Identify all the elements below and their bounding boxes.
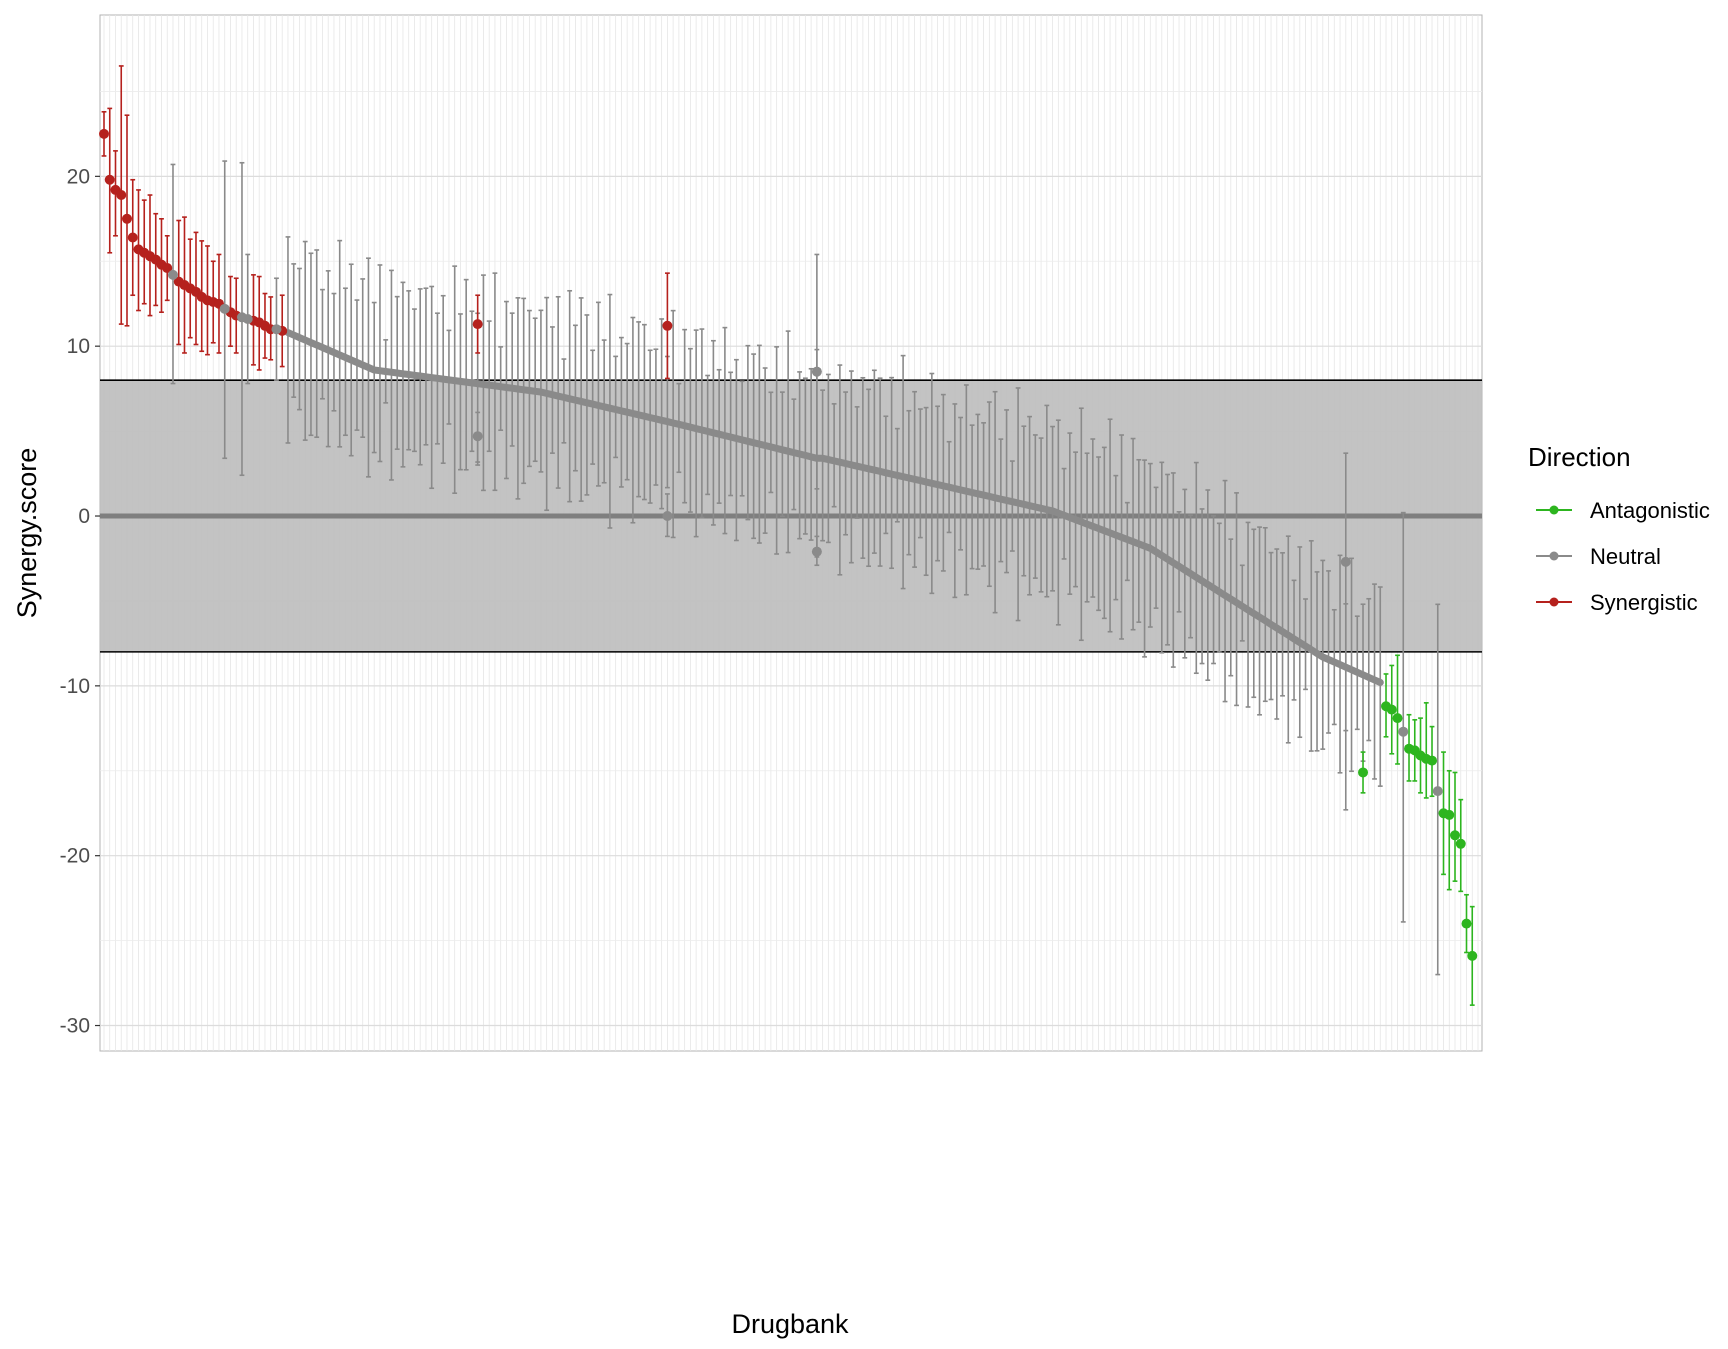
neutral-point [662, 511, 673, 522]
antagonistic-point [1386, 704, 1397, 715]
legend-key-point [1549, 551, 1559, 561]
synergistic-point [121, 213, 132, 224]
synergistic-point [99, 128, 109, 139]
y-tick-label: 10 [67, 335, 90, 358]
neutral-point [811, 366, 822, 377]
neutral-point [811, 546, 822, 557]
synergistic-point [162, 263, 173, 274]
y-tick-label: -30 [60, 1015, 90, 1038]
antagonistic-point [1358, 767, 1369, 778]
legend: Direction Antagonistic Neutral Synergistic [1528, 442, 1710, 615]
neutral-point [1432, 786, 1443, 797]
neutral-band-layer [100, 379, 1482, 653]
legend-label: Antagonistic [1590, 498, 1710, 523]
legend-entries: Antagonistic Neutral Synergistic [1536, 498, 1710, 615]
legend-key-point [1549, 597, 1559, 607]
antagonistic-point [1467, 950, 1478, 961]
legend-title: Direction [1528, 442, 1631, 472]
antagonistic-point [1461, 918, 1472, 929]
y-tick-label: 0 [78, 505, 90, 528]
legend-key-point [1549, 505, 1559, 515]
legend-label: Synergistic [1590, 590, 1698, 615]
neutral-point [271, 324, 282, 335]
neutral-trend-line [284, 329, 1384, 686]
neutral-point [472, 431, 483, 442]
neutral-point [242, 314, 253, 325]
antagonistic-point [1455, 838, 1466, 849]
point-layer [99, 128, 1478, 961]
antagonistic-point [1392, 713, 1403, 724]
y-tick-label: -10 [60, 675, 90, 698]
y-tick-label: 20 [67, 165, 90, 188]
neutral-point [1340, 556, 1351, 567]
antagonistic-point [1444, 809, 1455, 820]
legend-label: Neutral [1590, 544, 1661, 569]
synergistic-point [662, 320, 673, 331]
y-tick-labels: -30 -20 -10 0 10 20 [60, 165, 100, 1038]
y-tick-label: -20 [60, 845, 90, 868]
antagonistic-point [1427, 755, 1438, 766]
synergistic-point [127, 232, 138, 243]
antagonistic-point [1450, 830, 1461, 841]
neutral-point [167, 269, 178, 280]
synergistic-point [472, 319, 483, 330]
y-axis-title: Synergy.score [12, 448, 42, 619]
synergistic-point [104, 174, 115, 185]
neutral-point [219, 303, 230, 314]
neutral-point [1398, 726, 1409, 737]
x-axis-title: Drugbank [731, 1309, 849, 1339]
synergistic-point [116, 190, 127, 201]
